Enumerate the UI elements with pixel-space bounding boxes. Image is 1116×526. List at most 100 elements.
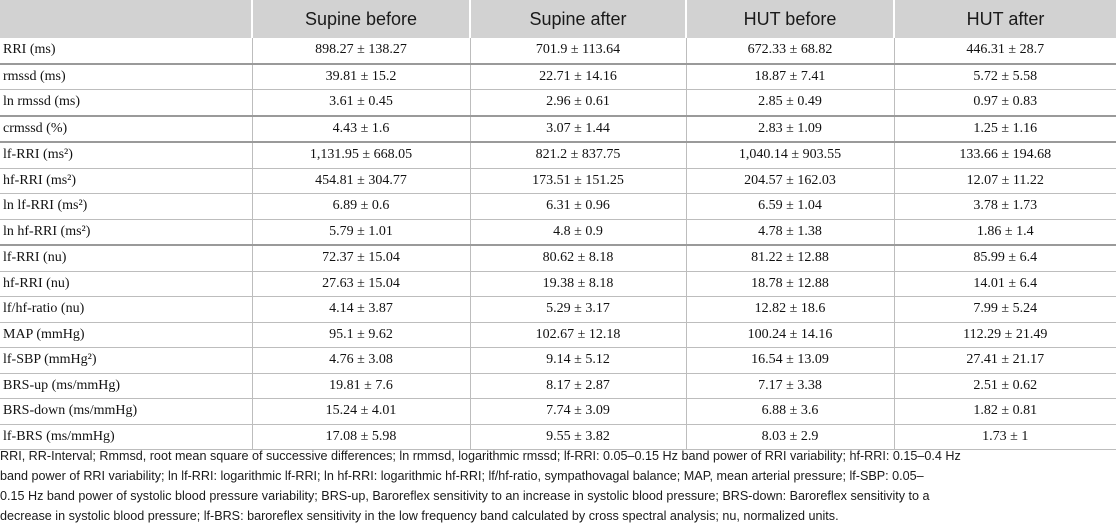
table-cell: 5.72 ± 5.58 [893, 62, 1116, 90]
footnote-line: band power of RRI variability; ln lf-RRI… [0, 469, 924, 483]
table-cell: 9.55 ± 3.82 [469, 423, 686, 450]
row-label: hf-RRI (ms²) [0, 167, 252, 194]
table-cell: 1.82 ± 0.81 [893, 398, 1116, 424]
table-body: RRI (ms) 898.27 ± 138.27 701.9 ± 113.64 672… [0, 38, 1116, 450]
table-cell: 8.17 ± 2.87 [469, 372, 686, 399]
table-row: BRS-down (ms/mmHg) 15.24 ± 4.01 7.74 ± 3.0… [0, 398, 1116, 424]
header-cell-4: HUT after [893, 0, 1116, 38]
table-cell: 16.54 ± 13.09 [685, 347, 894, 373]
table-cell: 204.57 ± 162.03 [685, 167, 894, 194]
table-cell: 1.86 ± 1.4 [893, 218, 1116, 245]
footnote-line: RRI, RR-Interval; Rmmsd, root mean squar… [0, 449, 961, 463]
table-cell: 1.25 ± 1.16 [893, 114, 1116, 142]
table-cell: 4.78 ± 1.38 [685, 218, 894, 245]
table-cell: 85.99 ± 6.4 [893, 244, 1116, 271]
table-row: ln hf-RRI (ms²) 5.79 ± 1.01 4.8 ± 0.9 4.78 … [0, 218, 1116, 245]
table-cell: 18.87 ± 7.41 [685, 62, 894, 90]
row-label: ln lf-RRI (ms²) [0, 193, 252, 219]
table-cell: 5.29 ± 3.17 [469, 296, 686, 322]
table-cell: 6.88 ± 3.6 [685, 398, 894, 424]
table-row: hf-RRI (nu) 27.63 ± 15.04 19.38 ± 8.18 18.7… [0, 270, 1116, 297]
footnote-line: 0.15 Hz band power of systolic blood pre… [0, 489, 930, 503]
table-cell: 3.61 ± 0.45 [251, 89, 470, 116]
table-cell: 4.43 ± 1.6 [251, 114, 470, 142]
table-cell: 4.76 ± 3.08 [251, 347, 470, 373]
table-cell: 27.63 ± 15.04 [251, 270, 470, 297]
table-cell: 898.27 ± 138.27 [251, 38, 470, 64]
table-cell: 173.51 ± 151.25 [469, 167, 686, 194]
row-label: lf-RRI (nu) [0, 244, 252, 271]
table-cell: 2.96 ± 0.61 [469, 89, 686, 116]
table-cell: 17.08 ± 5.98 [251, 423, 470, 450]
table-row: lf-BRS (ms/mmHg) 17.08 ± 5.98 9.55 ± 3.82 8… [0, 423, 1116, 450]
table-cell: 15.24 ± 4.01 [251, 398, 470, 424]
row-label: lf-SBP (mmHg²) [0, 347, 252, 373]
row-label: lf/hf-ratio (nu) [0, 296, 252, 322]
table-cell: 12.07 ± 11.22 [893, 167, 1116, 194]
table-row: ln lf-RRI (ms²) 6.89 ± 0.6 6.31 ± 0.96 6.59… [0, 193, 1116, 219]
table-cell: 5.79 ± 1.01 [251, 218, 470, 245]
table-cell: 8.03 ± 2.9 [685, 423, 894, 450]
table-row: hf-RRI (ms²) 454.81 ± 304.77 173.51 ± 151.… [0, 167, 1116, 194]
row-label: RRI (ms) [3, 42, 56, 58]
table-cell: 14.01 ± 6.4 [893, 270, 1116, 297]
table-cell: 19.38 ± 8.18 [469, 270, 686, 297]
table-row: ln rmssd (ms) 3.61 ± 0.45 2.96 ± 0.61 2.85 … [0, 89, 1116, 116]
table-cell: 7.74 ± 3.09 [469, 398, 686, 424]
row-label: MAP (mmHg) [0, 321, 252, 348]
table-cell: 100.24 ± 14.16 [685, 321, 894, 348]
table-cell: 2.85 ± 0.49 [685, 89, 894, 116]
row-label: ln hf-RRI (ms²) [0, 218, 252, 245]
table-cell: 6.31 ± 0.96 [469, 193, 686, 219]
table-cell: 7.17 ± 3.38 [685, 372, 894, 399]
row-label: BRS-up (ms/mmHg) [0, 372, 252, 399]
table-row: crmssd (%) 4.43 ± 1.6 3.07 ± 1.44 2.83 ± 1.… [0, 114, 1116, 142]
table-row: lf-RRI (ms²) 1,131.95 ± 668.05 821.2 ± 837… [0, 141, 1116, 168]
table-cell: 672.33 ± 68.82 [685, 38, 894, 64]
table-cell: 2.51 ± 0.62 [893, 372, 1116, 399]
table-footnote: RRI, RR-Interval; Rmmsd, root mean squar… [0, 446, 1116, 526]
table-cell: 12.82 ± 18.6 [685, 296, 894, 322]
header-cell-2: Supine after [469, 0, 686, 38]
header-cell-3: HUT before [685, 0, 894, 38]
table-cell: 9.14 ± 5.12 [469, 347, 686, 373]
table-cell: 95.1 ± 9.62 [251, 321, 470, 348]
row-label: crmssd (%) [0, 114, 252, 142]
table-cell: 102.67 ± 12.18 [469, 321, 686, 348]
footnote-line: decrease in systolic blood pressure; lf-… [0, 509, 839, 523]
row-label: lf-BRS (ms/mmHg) [0, 423, 252, 450]
row-label: rmssd (ms) [0, 62, 252, 90]
table-row: lf-RRI (nu) 72.37 ± 15.04 80.62 ± 8.18 81.2… [0, 244, 1116, 271]
row-label: hf-RRI (nu) [0, 270, 252, 297]
table-row: MAP (mmHg) 95.1 ± 9.62 102.67 ± 12.18 100.2… [0, 321, 1116, 348]
table-row: RRI (ms) 898.27 ± 138.27 701.9 ± 113.64 672… [0, 38, 1116, 64]
table-cell: 3.78 ± 1.73 [893, 193, 1116, 219]
table-cell: 1,040.14 ± 903.55 [685, 141, 894, 168]
table-cell: 112.29 ± 21.49 [893, 321, 1116, 348]
table-row: rmssd (ms) 39.81 ± 15.2 22.71 ± 14.16 18.87… [0, 62, 1116, 90]
table-cell: 1,131.95 ± 668.05 [251, 141, 470, 168]
table-cell: 4.14 ± 3.87 [251, 296, 470, 322]
table-row: lf/hf-ratio (nu) 4.14 ± 3.87 5.29 ± 3.17 12… [0, 296, 1116, 322]
header-cell-1: Supine before [251, 0, 470, 38]
data-table: Supine before Supine after HUT before HUT a… [0, 0, 1116, 450]
row-label: lf-RRI (ms²) [0, 141, 252, 168]
table-cell: 72.37 ± 15.04 [251, 244, 470, 271]
table-cell: 446.31 ± 28.7 [893, 38, 1116, 64]
table-cell: 0.97 ± 0.83 [893, 89, 1116, 116]
row-label: BRS-down (ms/mmHg) [0, 398, 252, 424]
table-cell: 133.66 ± 194.68 [893, 141, 1116, 168]
header-cell-label [0, 0, 252, 38]
table-cell: 821.2 ± 837.75 [469, 141, 686, 168]
table-row: lf-SBP (mmHg²) 4.76 ± 3.08 9.14 ± 5.12 16.5… [0, 347, 1116, 373]
table-row: BRS-up (ms/mmHg) 19.81 ± 7.6 8.17 ± 2.87 7.… [0, 372, 1116, 399]
table-cell: 27.41 ± 21.17 [893, 347, 1116, 373]
table-cell: 6.59 ± 1.04 [685, 193, 894, 219]
table-cell: 6.89 ± 0.6 [251, 193, 470, 219]
table-cell: 7.99 ± 5.24 [893, 296, 1116, 322]
table-cell: 22.71 ± 14.16 [469, 62, 686, 90]
table-cell: 2.83 ± 1.09 [685, 114, 894, 142]
table-cell: 701.9 ± 113.64 [469, 38, 686, 64]
table-cell: 454.81 ± 304.77 [251, 167, 470, 194]
table-cell: 39.81 ± 15.2 [251, 62, 470, 90]
